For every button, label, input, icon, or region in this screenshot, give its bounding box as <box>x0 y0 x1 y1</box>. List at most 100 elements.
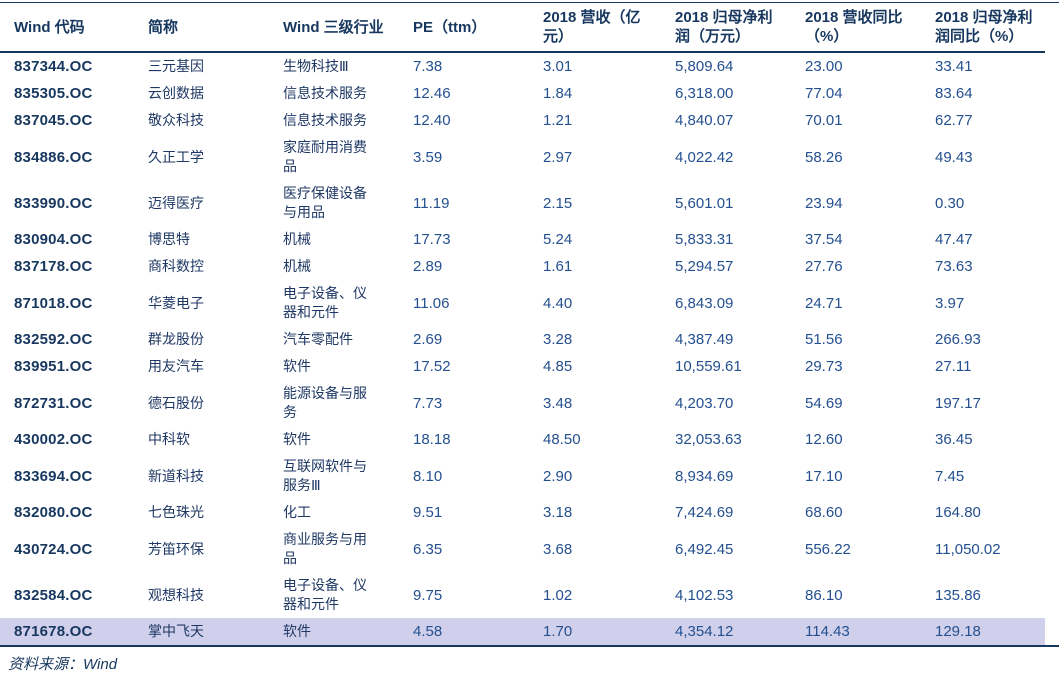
net-profit-yoy-cell: 27.11 <box>935 358 972 375</box>
industry-cell: 信息技术服务 <box>283 85 367 101</box>
pe-ttm-cell: 18.18 <box>413 431 451 448</box>
net-profit-yoy-cell: 62.77 <box>935 112 973 129</box>
pe-ttm-cell: 17.73 <box>413 231 451 248</box>
revenue-yoy-cell: 12.60 <box>805 431 843 448</box>
table-row: 871018.OC 华菱电子 电子设备、仪器和元件 11.06 4.40 6,8… <box>0 280 1045 326</box>
revenue-2018-cell: 3.28 <box>543 331 573 348</box>
revenue-yoy-cell: 51.56 <box>805 331 843 348</box>
net-profit-yoy-cell: 129.18 <box>935 623 981 640</box>
net-profit-yoy-cell: 49.43 <box>935 148 973 166</box>
pe-ttm-cell: 9.51 <box>413 504 443 521</box>
stock-table: Wind 代码 简称 Wind 三级行业 PE（ttm） 2018 营收（亿元）… <box>0 2 1059 647</box>
pe-ttm-cell: 7.73 <box>413 394 443 412</box>
wind-code-cell: 837178.OC <box>14 258 93 275</box>
net-profit-2018-cell: 4,203.70 <box>675 394 734 412</box>
wind-code-cell: 833694.OC <box>14 467 93 485</box>
wind-code-cell: 835305.OC <box>14 85 93 102</box>
table-row: 832592.OC 群龙股份 汽车零配件 2.69 3.28 4,387.49 … <box>0 326 1045 353</box>
industry-cell: 软件 <box>283 623 311 639</box>
column-header-wind-code: Wind 代码 <box>14 18 85 36</box>
pe-ttm-cell: 11.06 <box>413 294 450 312</box>
net-profit-2018-cell: 6,843.09 <box>675 294 734 312</box>
industry-cell: 能源设备与服务 <box>283 385 367 420</box>
table-header-row: Wind 代码 简称 Wind 三级行业 PE（ttm） 2018 营收（亿元）… <box>0 3 1045 53</box>
industry-cell: 机械 <box>283 231 311 247</box>
net-profit-yoy-cell: 7.45 <box>935 467 965 485</box>
net-profit-yoy-cell: 0.30 <box>935 194 965 212</box>
industry-cell: 互联网软件与服务Ⅲ <box>283 458 367 493</box>
net-profit-2018-cell: 10,559.61 <box>675 358 742 375</box>
net-profit-yoy-cell: 47.47 <box>935 231 973 248</box>
short-name-cell: 久正工学 <box>148 148 204 165</box>
revenue-yoy-cell: 68.60 <box>805 504 843 521</box>
revenue-2018-cell: 1.70 <box>543 623 573 640</box>
short-name-cell: 新道科技 <box>148 467 204 484</box>
net-profit-2018-cell: 4,102.53 <box>675 586 734 604</box>
column-header-revenue-yoy: 2018 营收同比（%） <box>805 9 903 45</box>
column-header-revenue-2018: 2018 营收（亿元） <box>543 9 641 45</box>
net-profit-yoy-cell: 164.80 <box>935 504 981 521</box>
pe-ttm-cell: 2.89 <box>413 258 443 275</box>
data-source-note: 资料来源：Wind <box>8 656 118 673</box>
pe-ttm-cell: 9.75 <box>413 586 443 604</box>
pe-ttm-cell: 8.10 <box>413 467 443 485</box>
net-profit-yoy-cell: 83.64 <box>935 85 973 102</box>
wind-code-cell: 833990.OC <box>14 194 93 212</box>
pe-ttm-cell: 11.19 <box>413 194 450 212</box>
table-row: 833694.OC 新道科技 互联网软件与服务Ⅲ 8.10 2.90 8,934… <box>0 453 1045 499</box>
net-profit-2018-cell: 5,809.64 <box>675 58 734 75</box>
industry-cell: 家庭耐用消费品 <box>283 139 367 174</box>
net-profit-2018-cell: 6,318.00 <box>675 85 734 102</box>
pe-ttm-cell: 3.59 <box>413 148 443 166</box>
revenue-2018-cell: 4.40 <box>543 294 573 312</box>
short-name-cell: 迈得医疗 <box>148 194 204 211</box>
wind-code-cell: 837045.OC <box>14 112 93 129</box>
wind-code-cell: 837344.OC <box>14 58 93 75</box>
short-name-cell: 华菱电子 <box>148 294 204 311</box>
net-profit-yoy-cell: 3.97 <box>935 294 965 312</box>
wind-code-cell: 872731.OC <box>14 394 93 412</box>
revenue-yoy-cell: 23.00 <box>805 58 843 75</box>
net-profit-2018-cell: 32,053.63 <box>675 431 742 448</box>
industry-cell: 商业服务与用品 <box>283 531 367 566</box>
revenue-yoy-cell: 114.43 <box>805 623 850 640</box>
net-profit-yoy-cell: 11,050.02 <box>935 540 1001 558</box>
industry-cell: 信息技术服务 <box>283 112 367 128</box>
table-row: 430002.OC 中科软 软件 18.18 48.50 32,053.63 1… <box>0 426 1045 453</box>
industry-cell: 电子设备、仪器和元件 <box>283 285 367 320</box>
revenue-2018-cell: 2.15 <box>543 194 573 212</box>
revenue-yoy-cell: 77.04 <box>805 85 843 102</box>
revenue-yoy-cell: 24.71 <box>805 294 843 312</box>
revenue-yoy-cell: 29.73 <box>805 358 843 375</box>
table-row: 871678.OC 掌中飞天 软件 4.58 1.70 4,354.12 114… <box>0 618 1045 645</box>
short-name-cell: 群龙股份 <box>148 331 204 347</box>
industry-cell: 软件 <box>283 358 311 374</box>
table-row: 837178.OC 商科数控 机械 2.89 1.61 5,294.57 27.… <box>0 253 1045 280</box>
short-name-cell: 中科软 <box>148 431 190 447</box>
short-name-cell: 敬众科技 <box>148 112 204 128</box>
table-body: 837344.OC 三元基因 生物科技Ⅲ 7.38 3.01 5,809.64 … <box>0 53 1059 647</box>
short-name-cell: 芳笛环保 <box>148 540 204 557</box>
industry-cell: 软件 <box>283 431 311 447</box>
industry-cell: 医疗保健设备与用品 <box>283 185 367 220</box>
net-profit-yoy-cell: 266.93 <box>935 331 981 348</box>
revenue-yoy-cell: 86.10 <box>805 586 843 604</box>
net-profit-2018-cell: 5,833.31 <box>675 231 734 248</box>
wind-code-cell: 871018.OC <box>14 294 93 312</box>
net-profit-2018-cell: 8,934.69 <box>675 467 734 485</box>
short-name-cell: 德石股份 <box>148 394 204 411</box>
pe-ttm-cell: 12.40 <box>413 112 451 129</box>
table-row: 832080.OC 七色珠光 化工 9.51 3.18 7,424.69 68.… <box>0 499 1045 526</box>
industry-cell: 生物科技Ⅲ <box>283 58 349 74</box>
pe-ttm-cell: 7.38 <box>413 58 443 75</box>
wind-code-cell: 871678.OC <box>14 623 93 640</box>
revenue-yoy-cell: 23.94 <box>805 194 843 212</box>
wind-code-cell: 832584.OC <box>14 586 93 604</box>
short-name-cell: 观想科技 <box>148 586 204 603</box>
net-profit-yoy-cell: 36.45 <box>935 431 973 448</box>
revenue-2018-cell: 3.18 <box>543 504 573 521</box>
revenue-2018-cell: 3.68 <box>543 540 573 558</box>
wind-code-cell: 834886.OC <box>14 148 93 166</box>
revenue-2018-cell: 3.48 <box>543 394 573 412</box>
